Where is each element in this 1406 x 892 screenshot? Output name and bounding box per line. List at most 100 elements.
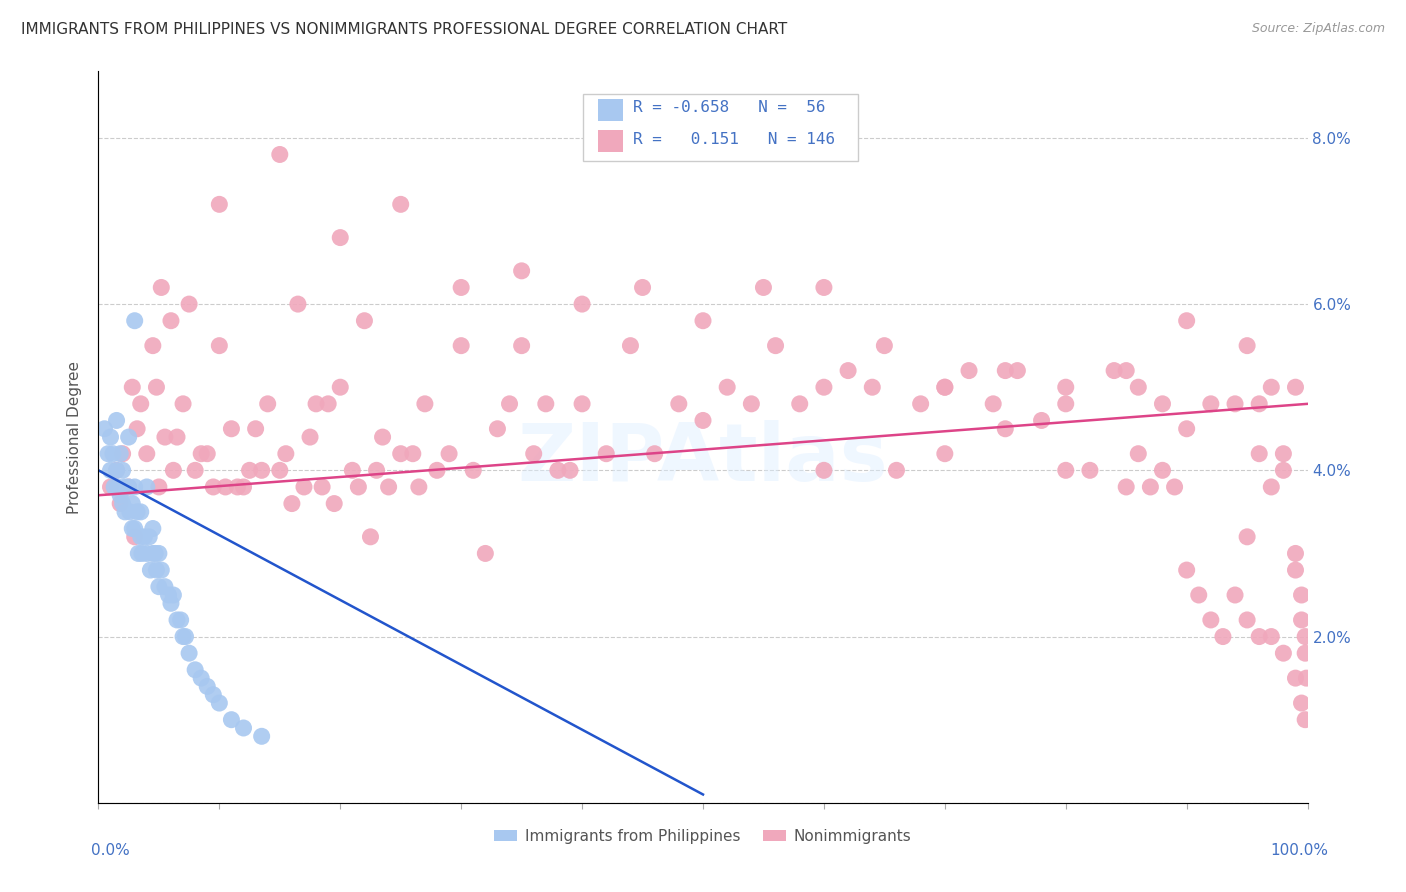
Point — [202, 688, 225, 702]
Point — [692, 413, 714, 427]
Point — [299, 430, 322, 444]
Point — [813, 463, 835, 477]
Point — [179, 297, 201, 311]
Point — [127, 505, 149, 519]
Point — [142, 546, 165, 560]
Point — [142, 521, 165, 535]
Point — [101, 447, 124, 461]
Point — [148, 546, 170, 560]
Point — [305, 397, 328, 411]
Point — [994, 363, 1017, 377]
Point — [172, 397, 194, 411]
Point — [157, 588, 180, 602]
Point — [121, 380, 143, 394]
Point — [765, 338, 787, 352]
Point — [389, 197, 412, 211]
Point — [184, 463, 207, 477]
Point — [97, 447, 120, 461]
Point — [1260, 480, 1282, 494]
Point — [1007, 363, 1029, 377]
Point — [1260, 380, 1282, 394]
Point — [366, 463, 388, 477]
Point — [162, 463, 184, 477]
Point — [1272, 463, 1295, 477]
Point — [619, 338, 641, 352]
Point — [474, 546, 496, 560]
Point — [408, 480, 430, 494]
Point — [174, 630, 197, 644]
Point — [1199, 613, 1222, 627]
Point — [250, 729, 273, 743]
Point — [245, 422, 267, 436]
Point — [1249, 630, 1271, 644]
Point — [153, 430, 176, 444]
Point — [1152, 463, 1174, 477]
Point — [124, 480, 146, 494]
Point — [1212, 630, 1234, 644]
Point — [135, 546, 157, 560]
Point — [121, 497, 143, 511]
Point — [1031, 413, 1053, 427]
Point — [1128, 447, 1150, 461]
Point — [716, 380, 738, 394]
Point — [347, 480, 370, 494]
Point — [1152, 397, 1174, 411]
Text: R = -0.658   N =  56: R = -0.658 N = 56 — [633, 101, 825, 115]
Point — [342, 463, 364, 477]
Point — [105, 413, 128, 427]
Point — [498, 397, 520, 411]
Point — [886, 463, 908, 477]
Point — [740, 397, 762, 411]
Point — [239, 463, 262, 477]
Point — [150, 280, 173, 294]
Point — [329, 380, 352, 394]
Point — [103, 480, 125, 494]
Point — [121, 521, 143, 535]
Point — [142, 338, 165, 352]
Point — [323, 497, 346, 511]
Point — [1175, 563, 1198, 577]
Point — [179, 646, 201, 660]
Point — [934, 380, 956, 394]
Point — [1291, 696, 1313, 710]
Point — [124, 521, 146, 535]
Point — [426, 463, 449, 477]
Point — [111, 463, 134, 477]
Point — [160, 314, 183, 328]
Point — [150, 563, 173, 577]
Point — [534, 397, 557, 411]
Point — [1188, 588, 1211, 602]
Point — [148, 580, 170, 594]
Point — [208, 338, 231, 352]
Point — [114, 480, 136, 494]
Point — [994, 422, 1017, 436]
Point — [232, 721, 254, 735]
Point — [184, 663, 207, 677]
Point — [127, 546, 149, 560]
Point — [523, 447, 546, 461]
Point — [153, 580, 176, 594]
Point — [195, 447, 218, 461]
Point — [172, 630, 194, 644]
Point — [202, 480, 225, 494]
Point — [1294, 646, 1316, 660]
Point — [1199, 397, 1222, 411]
Point — [668, 397, 690, 411]
Point — [1249, 447, 1271, 461]
Point — [1284, 546, 1306, 560]
Point — [752, 280, 775, 294]
Point — [450, 338, 472, 352]
Point — [1294, 713, 1316, 727]
Point — [371, 430, 394, 444]
Point — [463, 463, 485, 477]
Point — [135, 480, 157, 494]
Point — [226, 480, 249, 494]
Point — [166, 430, 188, 444]
Point — [934, 447, 956, 461]
Text: ZIPAtlas: ZIPAtlas — [517, 420, 889, 498]
Text: R =   0.151   N = 146: R = 0.151 N = 146 — [633, 132, 835, 146]
Y-axis label: Professional Degree: Professional Degree — [67, 360, 83, 514]
Point — [360, 530, 382, 544]
Point — [450, 280, 472, 294]
Point — [160, 596, 183, 610]
